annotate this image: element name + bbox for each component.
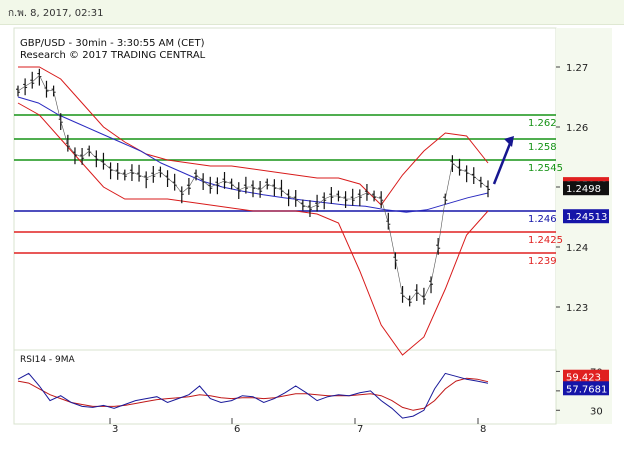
rsi-tag-label: 59.423	[566, 373, 601, 384]
y-tick-label: 1.27	[566, 63, 588, 74]
price-bars	[16, 68, 514, 307]
axis-panel	[556, 28, 612, 424]
support-resistance-levels: 1.262 1.258 1.2545 1.246 1.2425 1.239	[14, 114, 563, 267]
x-tick-label: 7	[357, 424, 363, 435]
band-upper-line	[18, 66, 489, 206]
x-tick-label: 8	[480, 424, 486, 435]
rsi-panel-background	[13, 349, 557, 425]
level-label: 1.262	[528, 118, 557, 129]
x-axis: 3 6 7 8	[109, 418, 486, 435]
y-tick-label: 1.24	[566, 243, 588, 254]
rsi-label: RSI14 - 9MA	[20, 355, 76, 365]
rsi-tick-label: 30	[590, 406, 603, 417]
price-tag-label: 1.24513	[566, 212, 607, 223]
rsi-tag	[563, 369, 609, 384]
date-header: ก.พ. 8, 2017, 02:31	[0, 0, 624, 25]
y-tick-label: 1.26	[566, 123, 588, 134]
x-tick-label: 6	[234, 424, 240, 435]
price-tag	[563, 181, 609, 196]
level-label: 1.258	[528, 142, 557, 153]
forex-chart: GBP/USD - 30min - 3:30:55 AM (CET) Resea…	[13, 27, 612, 435]
bollinger-bands	[17, 66, 489, 356]
rsi-line	[17, 372, 489, 419]
price-tag	[563, 209, 609, 224]
chart-subtitle: Research © 2017 TRADING CENTRAL	[20, 50, 206, 61]
level-label: 1.2425	[528, 235, 563, 246]
y-tick-label: 1.23	[566, 303, 588, 314]
chart-title: GBP/USD - 30min - 3:30:55 AM (CET)	[20, 38, 205, 49]
rsi-tag-label: 57.7681	[566, 384, 607, 395]
price-line	[17, 74, 489, 302]
forecast-arrow	[492, 140, 513, 185]
forecast-arrowhead	[504, 136, 514, 147]
level-label: 1.2545	[528, 163, 563, 174]
level-label: 1.239	[528, 256, 557, 267]
band-lower-line	[17, 102, 489, 356]
rsi-tag	[563, 381, 609, 396]
x-tick-label: 3	[112, 424, 118, 435]
header-datetime: ก.พ. 8, 2017, 02:31	[8, 8, 104, 19]
level-label: 1.246	[528, 214, 557, 225]
price-tag-label: 1.2498	[566, 184, 601, 195]
